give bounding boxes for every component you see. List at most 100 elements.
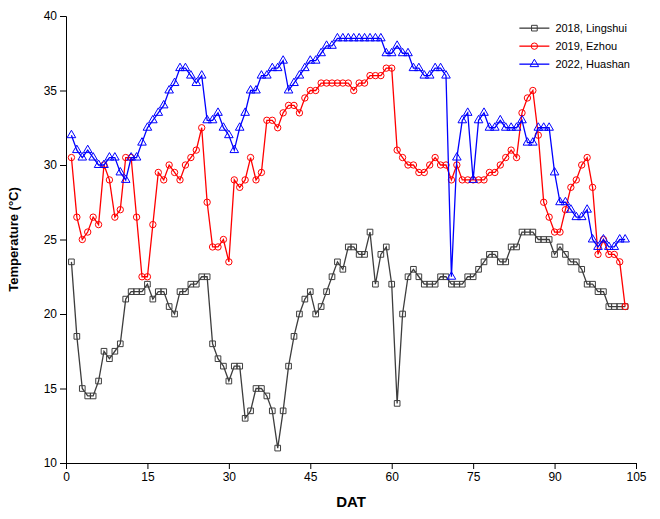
marker: [155, 169, 161, 175]
marker: [295, 71, 304, 78]
tick: 15: [44, 382, 66, 396]
marker: [291, 334, 297, 340]
marker: [69, 259, 75, 265]
legend-item: 2018, Lingshui: [519, 22, 627, 34]
tick-label: 20: [44, 307, 58, 321]
tick: 25: [44, 233, 66, 247]
marker: [432, 281, 438, 287]
tick-mark: [60, 91, 66, 92]
marker: [387, 48, 396, 55]
marker: [404, 48, 413, 55]
marker: [280, 408, 286, 414]
marker: [68, 154, 74, 160]
marker: [378, 72, 384, 78]
marker: [503, 154, 509, 160]
marker: [611, 304, 617, 310]
tick-mark: [60, 165, 66, 166]
marker: [432, 154, 438, 160]
marker: [427, 281, 433, 287]
y-axis: 10152025303540: [44, 9, 67, 470]
legend-item: 2022, Huashan: [519, 58, 630, 70]
marker: [436, 63, 445, 70]
marker: [226, 378, 232, 384]
marker: [492, 252, 498, 258]
marker: [416, 274, 422, 280]
marker: [610, 242, 619, 249]
marker: [100, 160, 109, 167]
marker: [617, 259, 623, 265]
marker: [449, 281, 455, 287]
marker: [301, 63, 310, 70]
marker: [307, 289, 313, 295]
marker: [197, 71, 206, 78]
marker: [595, 289, 601, 295]
marker: [90, 214, 96, 220]
marker: [324, 289, 330, 295]
marker: [204, 199, 210, 205]
marker: [143, 123, 152, 130]
tick-label: 90: [548, 470, 562, 484]
marker: [373, 281, 379, 287]
tick-mark: [147, 463, 148, 469]
marker: [116, 167, 125, 174]
marker: [512, 123, 521, 130]
y-axis-title: Temperature (°C): [6, 187, 21, 292]
tick-mark: [392, 463, 393, 469]
tick-label: 10: [44, 456, 58, 470]
marker: [525, 229, 531, 235]
marker: [237, 363, 243, 369]
tick: 30: [44, 158, 66, 172]
marker: [150, 296, 156, 302]
marker: [508, 147, 514, 153]
legend-swatch: [519, 46, 549, 47]
marker: [514, 244, 520, 250]
marker: [187, 71, 196, 78]
marker: [351, 87, 357, 93]
legend-marker: [530, 59, 539, 66]
marker: [611, 251, 617, 257]
marker: [541, 199, 547, 205]
legend-marker: [532, 25, 538, 31]
marker: [535, 237, 541, 243]
marker: [389, 281, 395, 287]
marker: [541, 237, 547, 243]
legend-swatch: [519, 27, 549, 28]
marker: [253, 386, 259, 392]
marker: [165, 86, 174, 93]
tick-label: 15: [44, 382, 58, 396]
marker: [594, 242, 603, 249]
marker: [595, 251, 601, 257]
legend: 2018, Lingshui2019, Ezhou2022, Huashan: [519, 22, 630, 70]
marker: [221, 363, 227, 369]
series-line: [71, 68, 625, 306]
marker: [182, 162, 188, 168]
marker: [235, 123, 244, 130]
marker: [117, 207, 123, 213]
x-axis-title: DAT: [336, 493, 366, 510]
marker: [474, 115, 483, 122]
marker: [421, 169, 427, 175]
legend-swatch: [519, 64, 549, 65]
marker: [121, 175, 130, 182]
marker: [529, 138, 538, 145]
marker: [161, 289, 167, 295]
tick-label: 60: [386, 470, 400, 484]
tick-mark: [229, 463, 230, 469]
tick-mark: [555, 463, 556, 469]
marker: [563, 252, 569, 258]
marker: [123, 296, 129, 302]
marker: [242, 415, 248, 421]
marker: [491, 123, 500, 130]
tick: 75: [467, 463, 481, 484]
tick: 45: [304, 463, 318, 484]
marker: [291, 102, 297, 108]
marker: [329, 274, 335, 280]
marker: [606, 304, 612, 310]
marker: [117, 341, 123, 347]
marker: [204, 274, 210, 280]
marker: [427, 162, 433, 168]
marker: [399, 154, 405, 160]
marker: [481, 259, 487, 265]
series-line: [71, 232, 625, 448]
marker: [361, 80, 367, 86]
